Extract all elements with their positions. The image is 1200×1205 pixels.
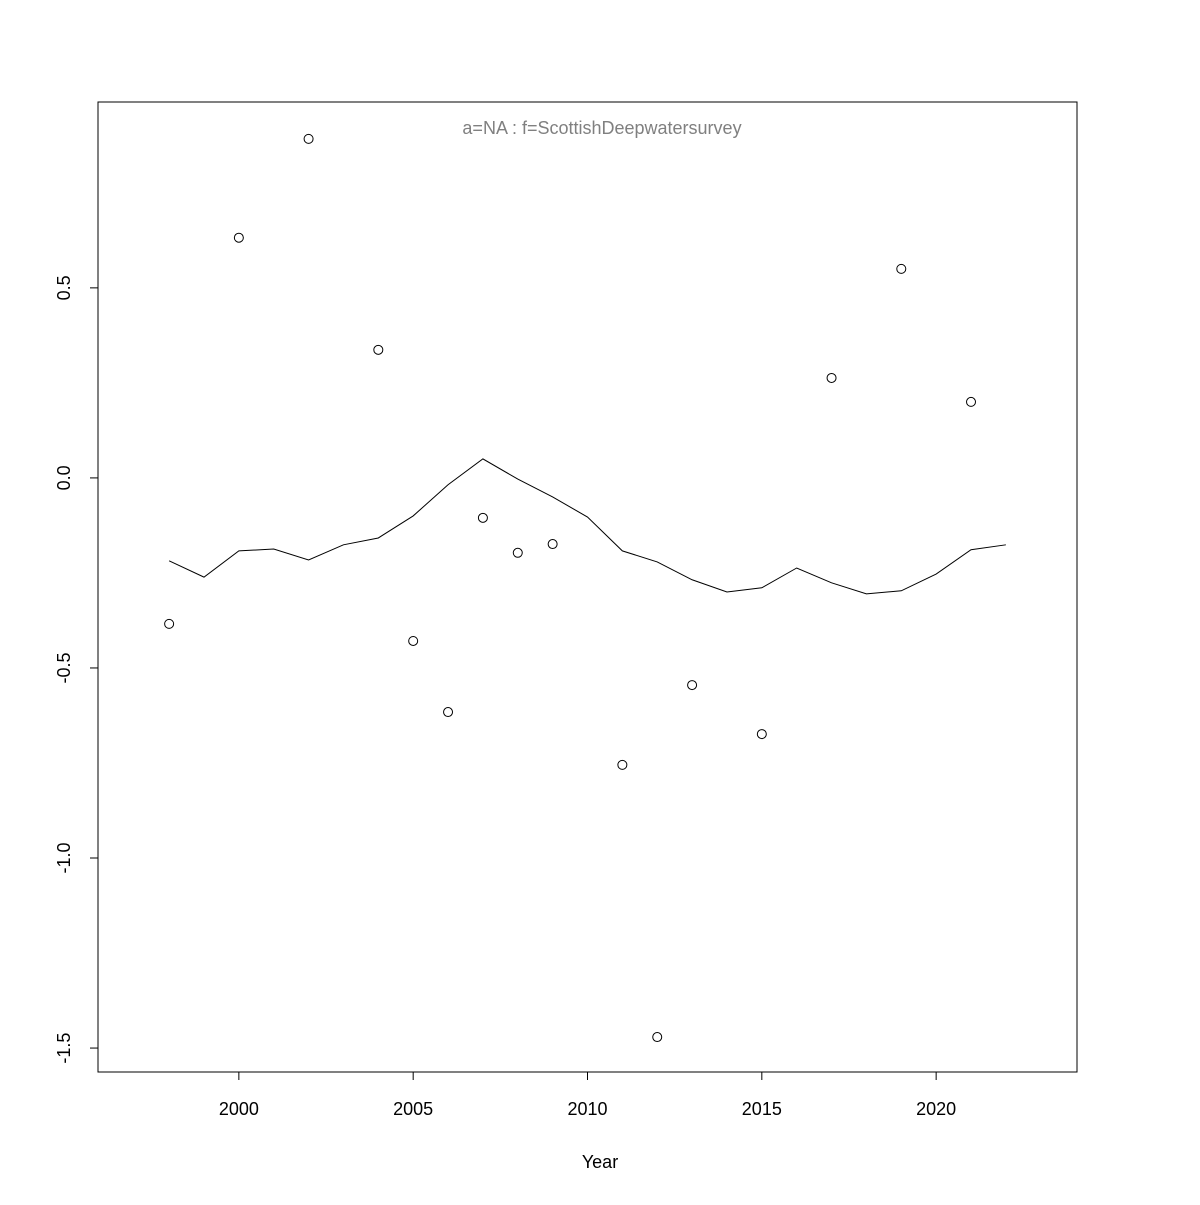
x-tick-label: 2015: [742, 1099, 782, 1119]
point: [233, 232, 244, 243]
point: [687, 680, 698, 691]
y-tick-label: -1.0: [54, 842, 74, 873]
point: [477, 512, 488, 523]
x-tick-label: 2005: [393, 1099, 433, 1119]
point: [408, 635, 419, 646]
point: [512, 547, 523, 558]
point: [826, 372, 837, 383]
line: [168, 458, 1006, 595]
plot-box: [97, 101, 1078, 1073]
x-tick-label: 2010: [567, 1099, 607, 1119]
y-tick-label: 0.5: [54, 275, 74, 300]
y-tick-label: -1.5: [54, 1033, 74, 1064]
y-tick-label: -0.5: [54, 652, 74, 683]
point: [756, 729, 767, 740]
chart-title: a=NA : f=ScottishDeepwatersurvey: [462, 118, 741, 138]
x-axis-label: Year: [582, 1152, 618, 1172]
point: [164, 618, 175, 629]
point: [966, 396, 977, 407]
point: [443, 707, 454, 718]
point: [303, 133, 314, 144]
x-tick-label: 2000: [219, 1099, 259, 1119]
point: [547, 539, 558, 550]
point: [373, 344, 384, 355]
x-tick-label: 2020: [916, 1099, 956, 1119]
y-tick-label: 0.0: [54, 465, 74, 490]
point: [652, 1032, 663, 1043]
point: [617, 759, 628, 770]
point: [896, 263, 907, 274]
